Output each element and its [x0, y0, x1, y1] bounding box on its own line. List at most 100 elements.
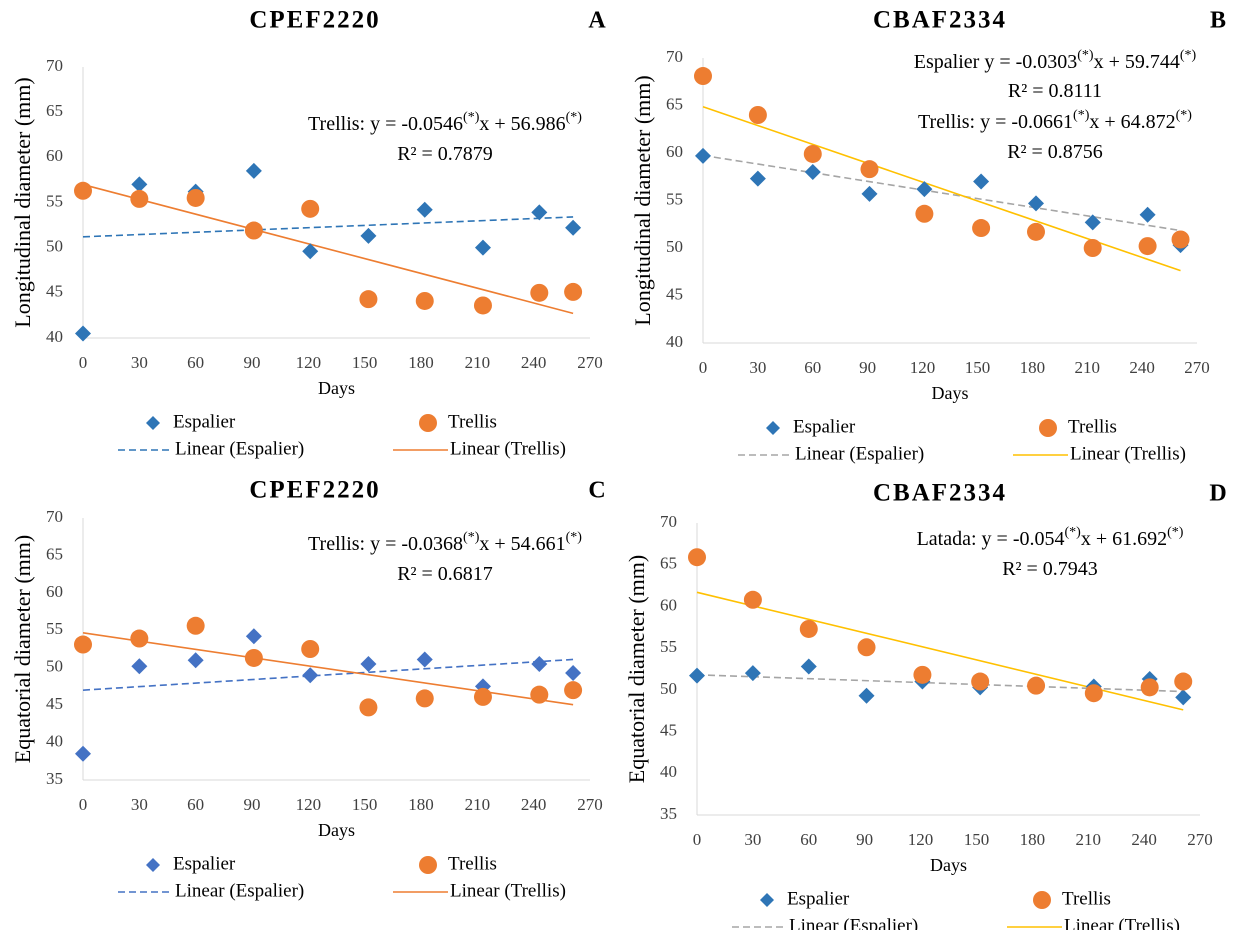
- trend-line: [696, 591, 1184, 711]
- y-tick-label: 40: [46, 327, 63, 346]
- point: [913, 665, 932, 684]
- y-tick-label: 50: [46, 237, 63, 256]
- point: [744, 665, 761, 682]
- legend-swatch: [419, 856, 437, 874]
- legend-label: Linear (Espalier): [175, 880, 304, 901]
- annotation: R² = 0.7943: [1002, 558, 1098, 580]
- x-tick-label: 180: [1020, 358, 1046, 377]
- legend-label: Linear (Espalier): [175, 438, 304, 459]
- legend-label: Espalier: [173, 853, 236, 874]
- panel-label: B: [1210, 8, 1226, 34]
- x-tick-label: 30: [749, 358, 766, 377]
- point: [973, 173, 990, 190]
- annotation: Trellis: y = -0.0368(*)x + 54.661(*): [308, 530, 582, 555]
- annotation: R² = 0.8756: [1007, 141, 1103, 163]
- x-tick-label: 90: [244, 353, 261, 372]
- point: [1175, 689, 1192, 706]
- point: [743, 590, 762, 609]
- x-tick-label: 90: [859, 358, 876, 377]
- chart-title: CBAF2334: [873, 7, 1007, 34]
- point: [857, 638, 876, 657]
- x-tick-label: 60: [187, 795, 204, 814]
- point: [689, 667, 705, 684]
- point: [416, 651, 433, 668]
- point: [130, 189, 149, 208]
- y-tick-label: 35: [660, 804, 677, 823]
- legend-swatch: [146, 416, 160, 430]
- x-tick-label: 270: [1187, 830, 1213, 849]
- x-tick-label: 30: [131, 795, 148, 814]
- panel-label: A: [588, 8, 606, 34]
- x-tick-label: 210: [465, 795, 491, 814]
- x-tick-label: 270: [577, 353, 603, 372]
- point: [1027, 195, 1044, 212]
- y-axis-label: Longitudinal diameter (mm): [630, 75, 655, 326]
- point: [1138, 237, 1157, 256]
- x-tick-label: 0: [79, 353, 88, 372]
- legend-swatch: [760, 893, 774, 907]
- point: [804, 164, 821, 180]
- y-tick-label: 60: [660, 595, 677, 614]
- annotation-part: (*): [566, 110, 583, 125]
- point: [301, 640, 320, 658]
- x-tick-label: 240: [521, 795, 547, 814]
- x-tick-label: 210: [1075, 830, 1101, 849]
- point: [1171, 230, 1190, 249]
- annotation-part: (*): [1073, 108, 1090, 123]
- legend-label: Linear (Espalier): [795, 443, 924, 464]
- point: [799, 619, 818, 638]
- point: [186, 616, 205, 635]
- y-tick-label: 40: [666, 332, 683, 351]
- point: [1083, 239, 1102, 257]
- annotation-part: R² = 0.7943: [1002, 558, 1098, 580]
- x-tick-label: 240: [1131, 830, 1157, 849]
- y-tick-label: 55: [46, 619, 63, 638]
- legend-label: Linear (Trellis): [450, 880, 566, 901]
- y-tick-label: 50: [46, 657, 63, 676]
- point: [131, 658, 148, 675]
- chart-title: CPEF2220: [249, 477, 380, 504]
- x-tick-label: 240: [521, 353, 547, 372]
- point: [187, 652, 204, 669]
- legend-label: Espalier: [173, 411, 236, 432]
- trend-line: [702, 105, 1181, 272]
- point: [245, 162, 262, 179]
- chart-title: CPEF2220: [249, 7, 380, 34]
- legend-label: Espalier: [793, 416, 856, 437]
- point: [915, 204, 934, 223]
- point: [531, 655, 548, 672]
- y-tick-label: 65: [666, 94, 683, 113]
- point: [530, 685, 549, 704]
- point: [415, 291, 434, 310]
- trend-line: [82, 632, 574, 706]
- annotation-part: (*): [1064, 525, 1081, 540]
- point: [302, 667, 319, 684]
- legend-swatch: [146, 858, 160, 872]
- chart-title: CBAF2334: [873, 480, 1007, 507]
- point: [1140, 678, 1159, 697]
- y-tick-label: 60: [666, 142, 683, 161]
- legend-swatch: [766, 421, 780, 435]
- point: [565, 664, 582, 681]
- x-tick-label: 270: [577, 795, 603, 814]
- x-axis-label: Days: [930, 855, 967, 875]
- point: [1139, 206, 1156, 223]
- panel-label: C: [588, 478, 605, 504]
- annotation-part: R² = 0.6817: [397, 563, 493, 585]
- point: [360, 227, 377, 244]
- y-axis-label: Equatorial diameter (mm): [10, 535, 35, 763]
- point: [1027, 676, 1046, 695]
- x-tick-label: 30: [744, 830, 761, 849]
- x-tick-label: 240: [1129, 358, 1155, 377]
- annotation: Trellis: y = -0.0661(*)x + 64.872(*): [918, 108, 1192, 133]
- y-axis-label: Equatorial diameter (mm): [624, 555, 649, 783]
- annotation: R² = 0.8111: [1008, 80, 1102, 102]
- point: [1026, 222, 1045, 241]
- point: [186, 188, 205, 207]
- point: [688, 548, 706, 567]
- point: [971, 672, 990, 691]
- x-tick-label: 270: [1184, 358, 1210, 377]
- annotation-part: (*): [1077, 48, 1094, 63]
- panel-label: D: [1209, 481, 1226, 507]
- annotation-part: (*): [1180, 48, 1197, 63]
